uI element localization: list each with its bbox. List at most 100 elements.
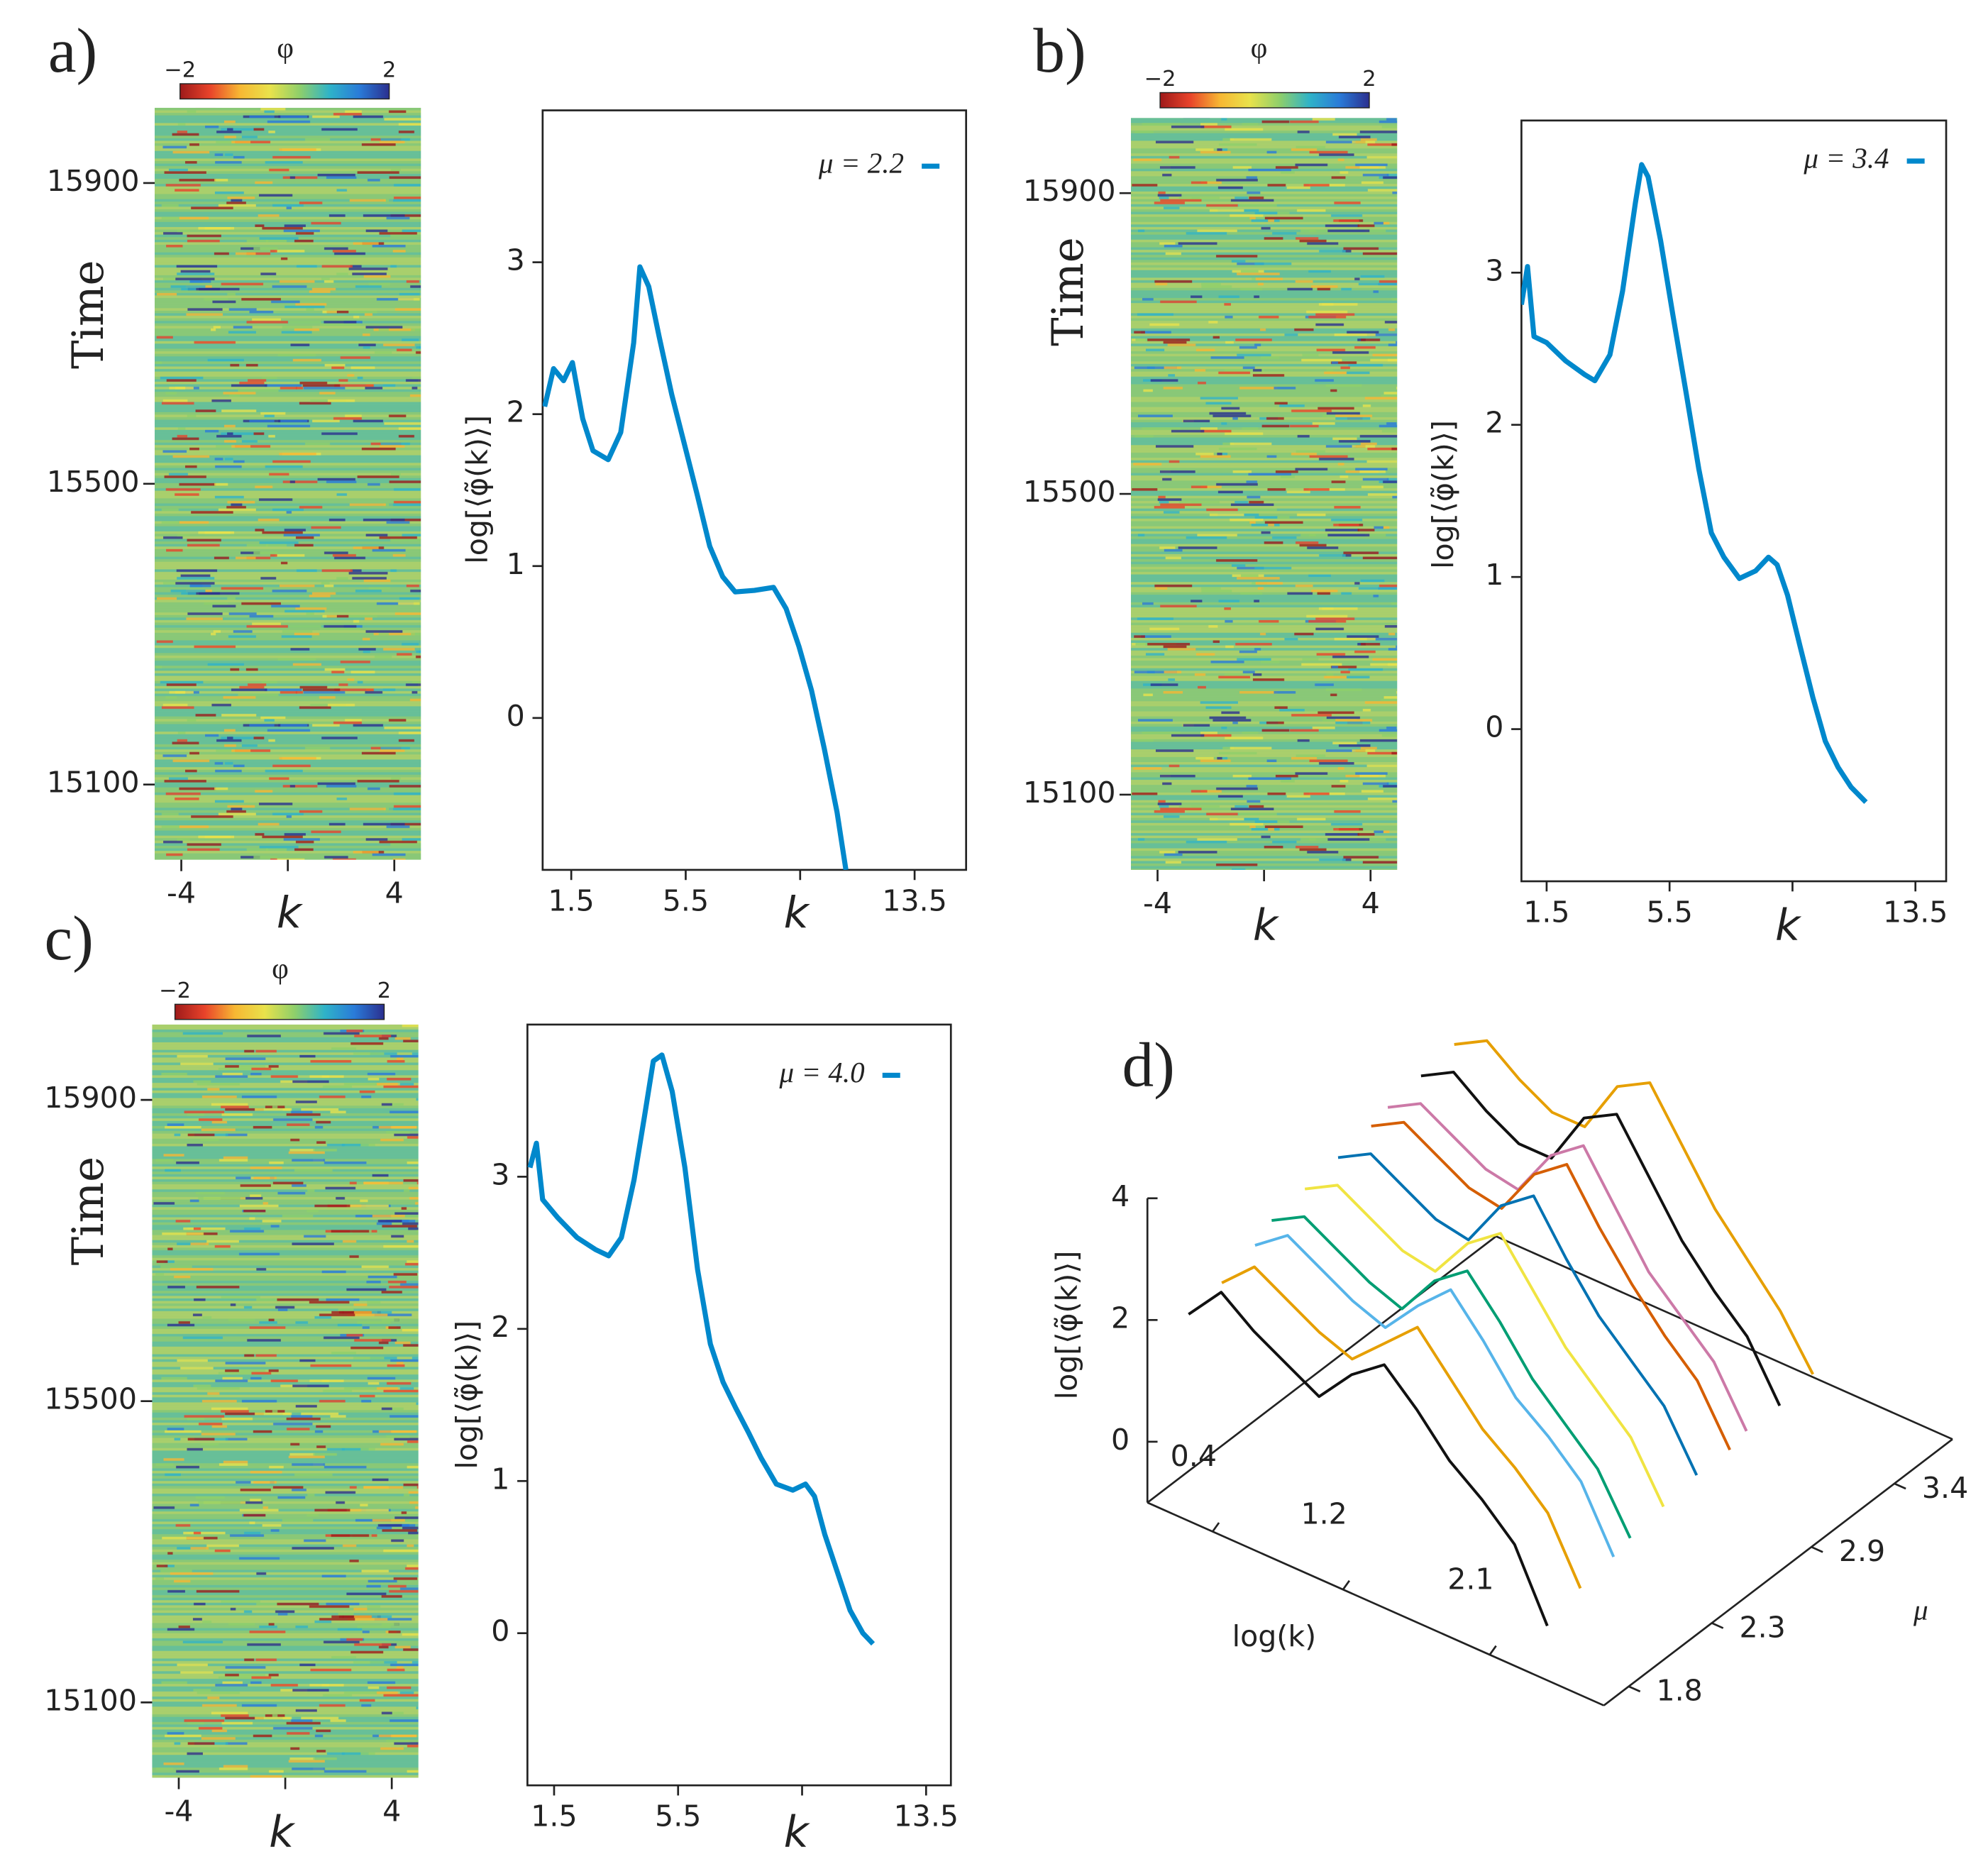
curve [1188,1291,1549,1627]
x-axis-label: k [784,888,811,938]
heatmap [1130,118,1398,870]
y-tick-label: 0 [507,699,525,733]
y-tick-label: 2 [1485,406,1503,440]
colorbar-title: φ [272,952,289,984]
x-tick-label: 4 [382,1794,401,1828]
x-axis-label: k [1775,901,1802,951]
legend-label: μ = 3.4 [1803,141,1889,174]
y-tick [1894,1482,1906,1490]
x-tick-label: 5.5 [663,883,709,917]
panel-label: a) [48,16,97,86]
x-axis-label: log(k) [1232,1619,1317,1653]
panel-label: d) [1122,1030,1174,1101]
line [1521,162,1868,805]
y-tick-label: 15900 [47,164,140,198]
y-axis-label: μ [1913,1594,1928,1626]
x-tick-label: 0.4 [1171,1439,1217,1473]
x-tick-label: 1.2 [1301,1497,1347,1531]
y-tick-label: 3 [1485,253,1503,287]
x-tick-label: 13.5 [882,883,947,917]
z-axis-label: log[⟨φ̃(k)⟩] [1049,1251,1083,1400]
y-tick-label: 1.8 [1656,1674,1702,1708]
y-tick-label: 15500 [1023,475,1116,509]
colorbar-tick-label: −2 [159,978,191,1003]
x-tick-label: -4 [164,1794,193,1828]
floor-edge [1496,1235,1953,1440]
x-tick-label: 5.5 [1646,895,1692,929]
heatmap [155,107,421,860]
curve [1420,1070,1782,1406]
y-axis-label: Time [1044,237,1093,346]
y-tick-label: 2 [491,1310,509,1344]
y-tick [1711,1622,1724,1629]
x-tick [1342,1579,1350,1590]
x-tick-label: 1.5 [548,883,594,917]
plot-frame [541,109,968,871]
x-tick-label: 2.1 [1447,1562,1493,1596]
y-tick [1628,1685,1641,1693]
x-tick-label: -4 [1143,886,1172,920]
floor-edge [1147,1501,1605,1706]
curve [1371,1120,1731,1451]
z-tick-label: 4 [1111,1179,1130,1213]
colorbar-tick-label: 2 [382,58,396,83]
colorbar [180,83,390,100]
y-axis-label: Time [64,1157,114,1266]
y-tick-label: 15100 [47,766,140,800]
line [542,264,849,870]
y-tick-label: 15100 [44,1683,137,1717]
y-tick-label: 15500 [44,1382,137,1416]
panel-label: c) [45,903,94,974]
z-tick-label: 0 [1111,1423,1130,1457]
x-axis-label: k [277,888,304,938]
x-tick-label: 4 [1362,886,1380,920]
y-tick-label: 0 [491,1614,509,1648]
curve [1387,1102,1748,1432]
y-tick-label: 3 [491,1157,509,1191]
y-tick-label: 0 [1485,710,1503,744]
floor-edge [1603,1438,1953,1706]
plot-frame [526,1023,952,1787]
y-tick-label: 2.9 [1839,1534,1885,1568]
y-tick-label: 3 [507,243,525,277]
plot-frame [1520,119,1948,883]
x-tick-label: 13.5 [1883,895,1948,929]
y-tick-label: 1 [491,1462,509,1496]
curve [1254,1234,1616,1557]
y-axis-label: log[⟨φ̃(k)⟩] [450,1320,484,1469]
x-tick-label: 1.5 [1523,895,1569,929]
curve [1304,1184,1665,1508]
curve [1454,1039,1814,1375]
line [527,1052,876,1646]
legend-label: μ = 4.0 [778,1056,865,1088]
x-tick-label: 5.5 [655,1799,701,1833]
heatmap [152,1024,419,1778]
colorbar [174,1003,385,1020]
y-tick-label: 2 [507,395,525,429]
y-axis-label: Time [64,260,114,369]
y-axis-label: log[⟨φ̃(k)⟩] [1426,420,1460,569]
curve [1271,1215,1632,1539]
y-tick-label: 3.4 [1922,1471,1968,1505]
colorbar-tick-label: −2 [164,58,196,83]
x-tick-label: -4 [167,876,196,910]
y-tick-label: 15900 [1023,174,1116,208]
z-tick-label: 2 [1111,1301,1130,1335]
y-axis-label: log[⟨φ̃(k)⟩] [460,415,494,564]
colorbar [1159,92,1370,109]
colorbar-tick-label: −2 [1144,67,1176,92]
y-tick-label: 1 [1485,558,1503,592]
curve [1337,1152,1699,1476]
x-tick-label: 4 [385,876,404,910]
panel-label: b) [1033,16,1086,86]
colorbar-tick-label: 2 [1362,67,1376,92]
y-tick-label: 15100 [1023,776,1116,810]
colorbar-tick-label: 2 [377,978,391,1003]
y-tick-label: 15500 [47,465,140,499]
x-tick [1212,1522,1220,1533]
x-axis-label: k [1253,901,1280,951]
y-tick-label: 15900 [44,1081,137,1115]
colorbar-title: φ [1251,31,1268,64]
x-axis-label: k [269,1807,296,1857]
